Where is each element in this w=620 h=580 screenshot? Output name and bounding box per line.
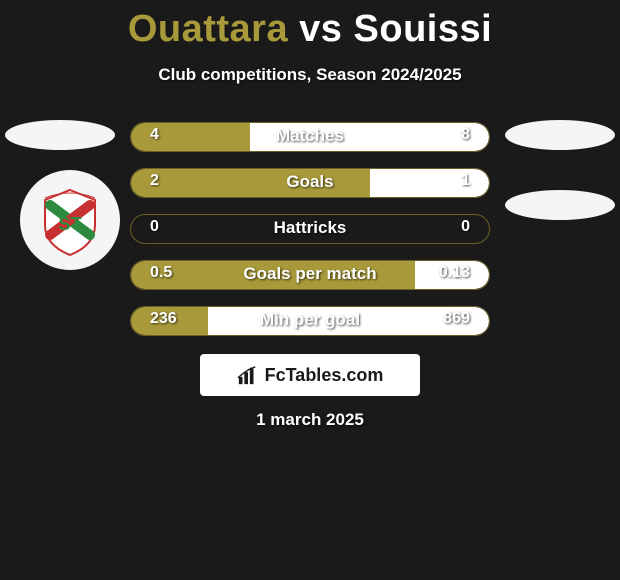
stat-row: 4Matches8 <box>110 118 510 156</box>
stat-value-right: 8 <box>461 126 470 144</box>
branding-badge: FcTables.com <box>200 354 420 396</box>
stat-label: Matches <box>110 126 510 146</box>
player2-name: Souissi <box>354 8 493 50</box>
stat-row: 0Hattricks0 <box>110 210 510 248</box>
stat-value-right: 1 <box>461 172 470 190</box>
stats-container: 4Matches8 2Goals1 0Hattricks0 0.5Goals per … <box>110 118 510 348</box>
stat-row: 2Goals1 <box>110 164 510 202</box>
vs-separator: vs <box>299 8 342 50</box>
stat-value-right: 0.13 <box>439 264 470 282</box>
branding-text: FcTables.com <box>265 365 384 386</box>
stat-row: 0.5Goals per match0.13 <box>110 256 510 294</box>
bar-chart-icon <box>237 365 259 385</box>
stat-value-right: 0 <box>461 218 470 236</box>
svg-text:ST: ST <box>58 214 81 234</box>
comparison-title: Ouattara vs Souissi <box>0 0 620 51</box>
placeholder-ellipse <box>505 190 615 220</box>
placeholder-ellipse <box>5 120 115 150</box>
stat-label: Goals <box>110 172 510 192</box>
snapshot-date: 1 march 2025 <box>0 410 620 430</box>
stat-label: Hattricks <box>110 218 510 238</box>
player1-name: Ouattara <box>128 8 288 50</box>
stat-row: 236Min per goal869 <box>110 302 510 340</box>
right-placeholder-column <box>505 120 615 260</box>
placeholder-ellipse <box>505 120 615 150</box>
club-badge-logo: ST <box>30 180 110 260</box>
stat-value-right: 869 <box>443 310 470 328</box>
subtitle-competition: Club competitions, Season 2024/2025 <box>0 65 620 85</box>
club-badge: ST <box>20 170 120 270</box>
